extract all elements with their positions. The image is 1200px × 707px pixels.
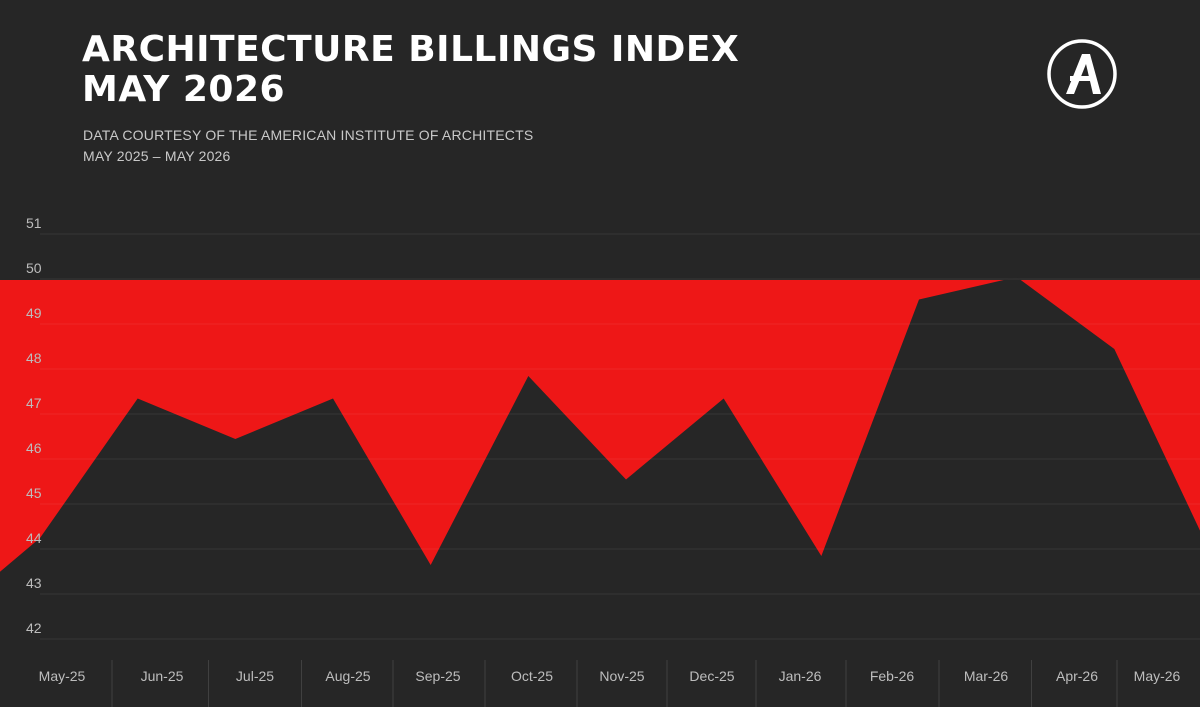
y-tick-label: 51 <box>26 215 42 231</box>
x-tick-label: May-25 <box>39 668 86 684</box>
subtitle-source: DATA COURTESY OF THE AMERICAN INSTITUTE … <box>83 127 534 143</box>
letter-a-circle-logo <box>1047 39 1117 109</box>
subtitle-date-range: MAY 2025 – MAY 2026 <box>83 148 231 164</box>
x-tick-label: Sep-25 <box>415 668 460 684</box>
x-tick-label: Nov-25 <box>599 668 644 684</box>
x-tick-label: Dec-25 <box>689 668 734 684</box>
title-line-1: ARCHITECTURE BILLINGS INDEX <box>82 29 740 70</box>
x-tick-label: Jul-25 <box>236 668 274 684</box>
x-tick-label: May-26 <box>1134 668 1181 684</box>
chart-title: ARCHITECTURE BILLINGS INDEX MAY 2026 <box>82 30 739 110</box>
x-tick-label: Apr-26 <box>1056 668 1098 684</box>
x-tick-label: Oct-25 <box>511 668 553 684</box>
y-tick-label: 42 <box>26 620 42 636</box>
title-line-2: MAY 2026 <box>82 69 286 110</box>
x-axis-strip <box>0 650 1200 707</box>
y-tick-label: 45 <box>26 485 42 501</box>
series-area <box>0 277 1200 650</box>
x-tick-label: Jun-25 <box>141 668 184 684</box>
y-tick-label: 49 <box>26 305 42 321</box>
x-tick-label: Feb-26 <box>870 668 915 684</box>
x-tick-label: Mar-26 <box>964 668 1009 684</box>
y-tick-label: 47 <box>26 395 42 411</box>
chart-subtitle: DATA COURTESY OF THE AMERICAN INSTITUTE … <box>83 125 533 167</box>
x-tick-label: Aug-25 <box>325 668 370 684</box>
y-tick-label: 43 <box>26 575 42 591</box>
y-tick-label: 50 <box>26 260 42 276</box>
y-tick-label: 46 <box>26 440 42 456</box>
y-tick-label: 44 <box>26 530 42 546</box>
y-tick-label: 48 <box>26 350 42 366</box>
x-tick-label: Jan-26 <box>779 668 822 684</box>
